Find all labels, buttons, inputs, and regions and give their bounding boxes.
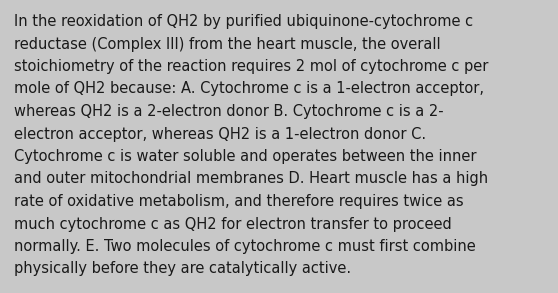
Text: Cytochrome c is water soluble and operates between the inner: Cytochrome c is water soluble and operat… [14, 149, 477, 164]
Text: rate of oxidative metabolism, and therefore requires twice as: rate of oxidative metabolism, and theref… [14, 194, 464, 209]
Text: electron acceptor, whereas QH2 is a 1-electron donor C.: electron acceptor, whereas QH2 is a 1-el… [14, 127, 426, 142]
Text: In the reoxidation of QH2 by purified ubiquinone-cytochrome c: In the reoxidation of QH2 by purified ub… [14, 14, 473, 29]
Text: physically before they are catalytically active.: physically before they are catalytically… [14, 261, 351, 277]
Text: much cytochrome c as QH2 for electron transfer to proceed: much cytochrome c as QH2 for electron tr… [14, 217, 452, 231]
Text: normally. E. Two molecules of cytochrome c must first combine: normally. E. Two molecules of cytochrome… [14, 239, 476, 254]
Text: stoichiometry of the reaction requires 2 mol of cytochrome c per: stoichiometry of the reaction requires 2… [14, 59, 488, 74]
Text: mole of QH2 because: A. Cytochrome c is a 1-electron acceptor,: mole of QH2 because: A. Cytochrome c is … [14, 81, 484, 96]
Text: whereas QH2 is a 2-electron donor B. Cytochrome c is a 2-: whereas QH2 is a 2-electron donor B. Cyt… [14, 104, 444, 119]
Text: reductase (Complex III) from the heart muscle, the overall: reductase (Complex III) from the heart m… [14, 37, 441, 52]
Text: and outer mitochondrial membranes D. Heart muscle has a high: and outer mitochondrial membranes D. Hea… [14, 171, 488, 187]
